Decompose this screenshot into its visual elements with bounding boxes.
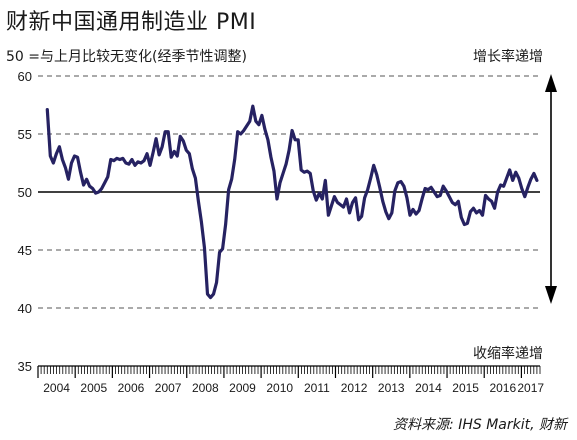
year-label-2012: 2012 xyxy=(341,381,368,395)
arrow-head-up xyxy=(545,74,557,92)
year-label-2013: 2013 xyxy=(378,381,405,395)
series-line-pmi xyxy=(45,104,539,300)
y-tick-label-50: 50 xyxy=(18,185,32,200)
year-label-2017: 2017 xyxy=(517,381,544,395)
year-label-2010: 2010 xyxy=(266,381,293,395)
y-tick-label-45: 45 xyxy=(18,243,32,258)
y-axis-ticks: 35 40 45 50 55 60 xyxy=(18,69,32,374)
year-label-2014: 2014 xyxy=(415,381,442,395)
y-tick-label-55: 55 xyxy=(18,127,32,142)
year-label-2004: 2004 xyxy=(43,381,70,395)
year-label-2016: 2016 xyxy=(489,381,516,395)
y-tick-label-35: 35 xyxy=(18,359,32,374)
direction-arrow xyxy=(545,74,557,304)
growth-increasing-label: 增长率递增 xyxy=(473,49,543,65)
year-label-2011: 2011 xyxy=(304,381,330,395)
source-note: 资料来源: IHS Markit, 财新 xyxy=(393,417,567,433)
x-axis: 2004 2005 2006 2007 2008 2009 2010 2011 2012 2013… xyxy=(37,365,544,395)
year-label-2005: 2005 xyxy=(80,381,107,395)
chart-title: 财新中国通用制造业 PMI xyxy=(6,10,257,35)
contraction-increasing-label: 收缩率递增 xyxy=(473,346,543,362)
y-tick-label-40: 40 xyxy=(18,301,32,316)
year-label-2006: 2006 xyxy=(118,381,145,395)
arrow-head-down xyxy=(545,286,557,304)
year-label-2008: 2008 xyxy=(192,381,219,395)
y-tick-label-60: 60 xyxy=(18,69,32,84)
gridlines xyxy=(38,75,540,309)
year-label-2007: 2007 xyxy=(155,381,182,395)
year-label-2015: 2015 xyxy=(452,381,479,395)
series-group xyxy=(45,104,539,300)
chart-subtitle: 50 =与上月比较无变化(经季节性调整) xyxy=(6,49,247,65)
year-label-2009: 2009 xyxy=(229,381,256,395)
